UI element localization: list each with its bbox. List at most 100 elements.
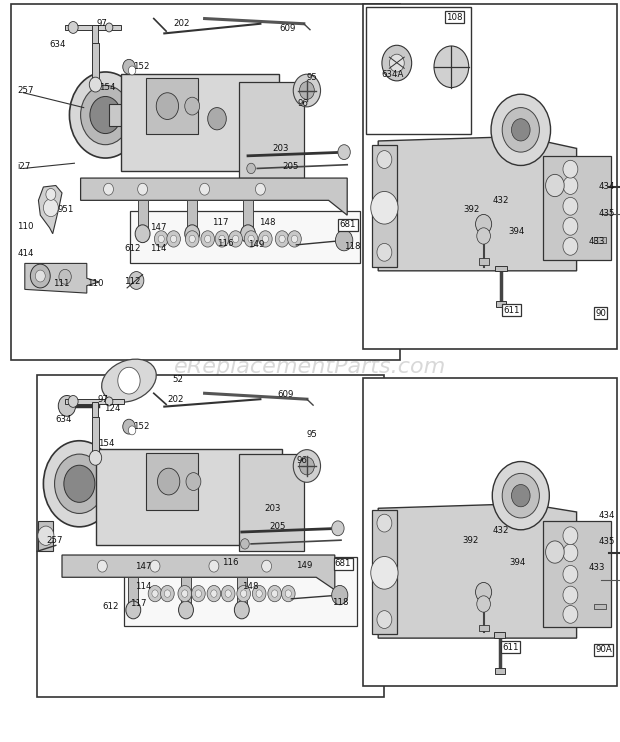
Polygon shape bbox=[372, 510, 397, 634]
Bar bbox=[495, 668, 505, 674]
Circle shape bbox=[502, 473, 539, 518]
Circle shape bbox=[156, 93, 179, 119]
Circle shape bbox=[477, 228, 490, 244]
Text: 116: 116 bbox=[217, 239, 234, 248]
Text: 114: 114 bbox=[150, 244, 167, 253]
Polygon shape bbox=[92, 402, 98, 418]
Bar bbox=[494, 632, 505, 638]
Text: 951: 951 bbox=[57, 205, 73, 214]
Circle shape bbox=[35, 270, 45, 282]
Bar bbox=[237, 577, 247, 607]
Circle shape bbox=[291, 235, 298, 243]
Circle shape bbox=[247, 163, 255, 174]
Text: 90: 90 bbox=[595, 309, 606, 318]
Circle shape bbox=[285, 590, 291, 597]
Polygon shape bbox=[96, 449, 282, 545]
Text: 96: 96 bbox=[296, 456, 308, 464]
Text: 432: 432 bbox=[493, 526, 510, 535]
Text: 612: 612 bbox=[124, 244, 141, 253]
Circle shape bbox=[377, 243, 392, 261]
Circle shape bbox=[161, 585, 174, 602]
Circle shape bbox=[178, 585, 192, 602]
Circle shape bbox=[232, 235, 239, 243]
Polygon shape bbox=[239, 454, 304, 551]
Text: 111: 111 bbox=[53, 279, 69, 288]
Circle shape bbox=[262, 235, 268, 243]
Text: 118: 118 bbox=[332, 598, 348, 607]
Text: 681: 681 bbox=[340, 220, 356, 229]
Text: 203: 203 bbox=[273, 144, 290, 153]
Circle shape bbox=[68, 395, 78, 407]
Circle shape bbox=[512, 485, 530, 507]
Circle shape bbox=[272, 590, 278, 597]
Circle shape bbox=[563, 565, 578, 583]
Text: i27: i27 bbox=[17, 162, 31, 171]
Polygon shape bbox=[121, 74, 279, 171]
Circle shape bbox=[237, 585, 250, 602]
Circle shape bbox=[563, 217, 578, 235]
Circle shape bbox=[211, 590, 217, 597]
Circle shape bbox=[207, 585, 221, 602]
Circle shape bbox=[123, 419, 135, 434]
Circle shape bbox=[299, 82, 314, 99]
Text: 52: 52 bbox=[172, 375, 184, 384]
Circle shape bbox=[135, 225, 150, 243]
Circle shape bbox=[377, 151, 392, 168]
Circle shape bbox=[128, 426, 136, 435]
Circle shape bbox=[502, 108, 539, 152]
Text: 154: 154 bbox=[99, 83, 116, 92]
Circle shape bbox=[229, 231, 242, 247]
Text: 202: 202 bbox=[167, 395, 184, 404]
Text: 433: 433 bbox=[589, 237, 606, 246]
Text: 110: 110 bbox=[87, 279, 104, 288]
Circle shape bbox=[46, 188, 56, 200]
Circle shape bbox=[491, 94, 551, 165]
Bar bbox=[92, 43, 99, 82]
Circle shape bbox=[30, 264, 50, 288]
Polygon shape bbox=[378, 501, 577, 638]
Circle shape bbox=[248, 235, 254, 243]
Circle shape bbox=[225, 590, 231, 597]
Circle shape bbox=[81, 85, 130, 145]
Text: 434: 434 bbox=[598, 511, 615, 520]
Polygon shape bbox=[239, 82, 304, 178]
Text: 117: 117 bbox=[130, 600, 147, 608]
Circle shape bbox=[221, 585, 235, 602]
Circle shape bbox=[90, 96, 121, 134]
Circle shape bbox=[332, 585, 348, 605]
Bar bbox=[479, 625, 489, 631]
Circle shape bbox=[118, 367, 140, 394]
Text: 205: 205 bbox=[270, 522, 286, 531]
Text: 110: 110 bbox=[17, 222, 34, 231]
Circle shape bbox=[154, 231, 168, 247]
Circle shape bbox=[299, 457, 314, 475]
Circle shape bbox=[563, 197, 578, 215]
Circle shape bbox=[293, 74, 321, 107]
Bar bbox=[146, 78, 198, 134]
Circle shape bbox=[123, 59, 135, 74]
Text: 149: 149 bbox=[296, 561, 312, 570]
Text: 433: 433 bbox=[589, 563, 606, 572]
Text: 147: 147 bbox=[135, 562, 152, 571]
Circle shape bbox=[512, 119, 530, 141]
Circle shape bbox=[55, 454, 104, 513]
Polygon shape bbox=[81, 178, 347, 215]
Circle shape bbox=[209, 560, 219, 572]
Circle shape bbox=[164, 590, 171, 597]
Circle shape bbox=[97, 560, 107, 572]
Circle shape bbox=[476, 582, 492, 602]
Text: 634: 634 bbox=[50, 40, 66, 49]
Circle shape bbox=[371, 556, 398, 589]
Circle shape bbox=[208, 108, 226, 130]
Circle shape bbox=[382, 45, 412, 81]
Circle shape bbox=[371, 191, 398, 224]
Text: 202: 202 bbox=[174, 19, 190, 28]
Circle shape bbox=[43, 441, 115, 527]
Circle shape bbox=[259, 231, 272, 247]
Text: 681: 681 bbox=[335, 559, 352, 568]
Text: 116: 116 bbox=[222, 558, 239, 567]
Circle shape bbox=[192, 585, 205, 602]
Circle shape bbox=[89, 77, 102, 92]
Bar bbox=[363, 4, 617, 349]
Circle shape bbox=[129, 272, 144, 289]
